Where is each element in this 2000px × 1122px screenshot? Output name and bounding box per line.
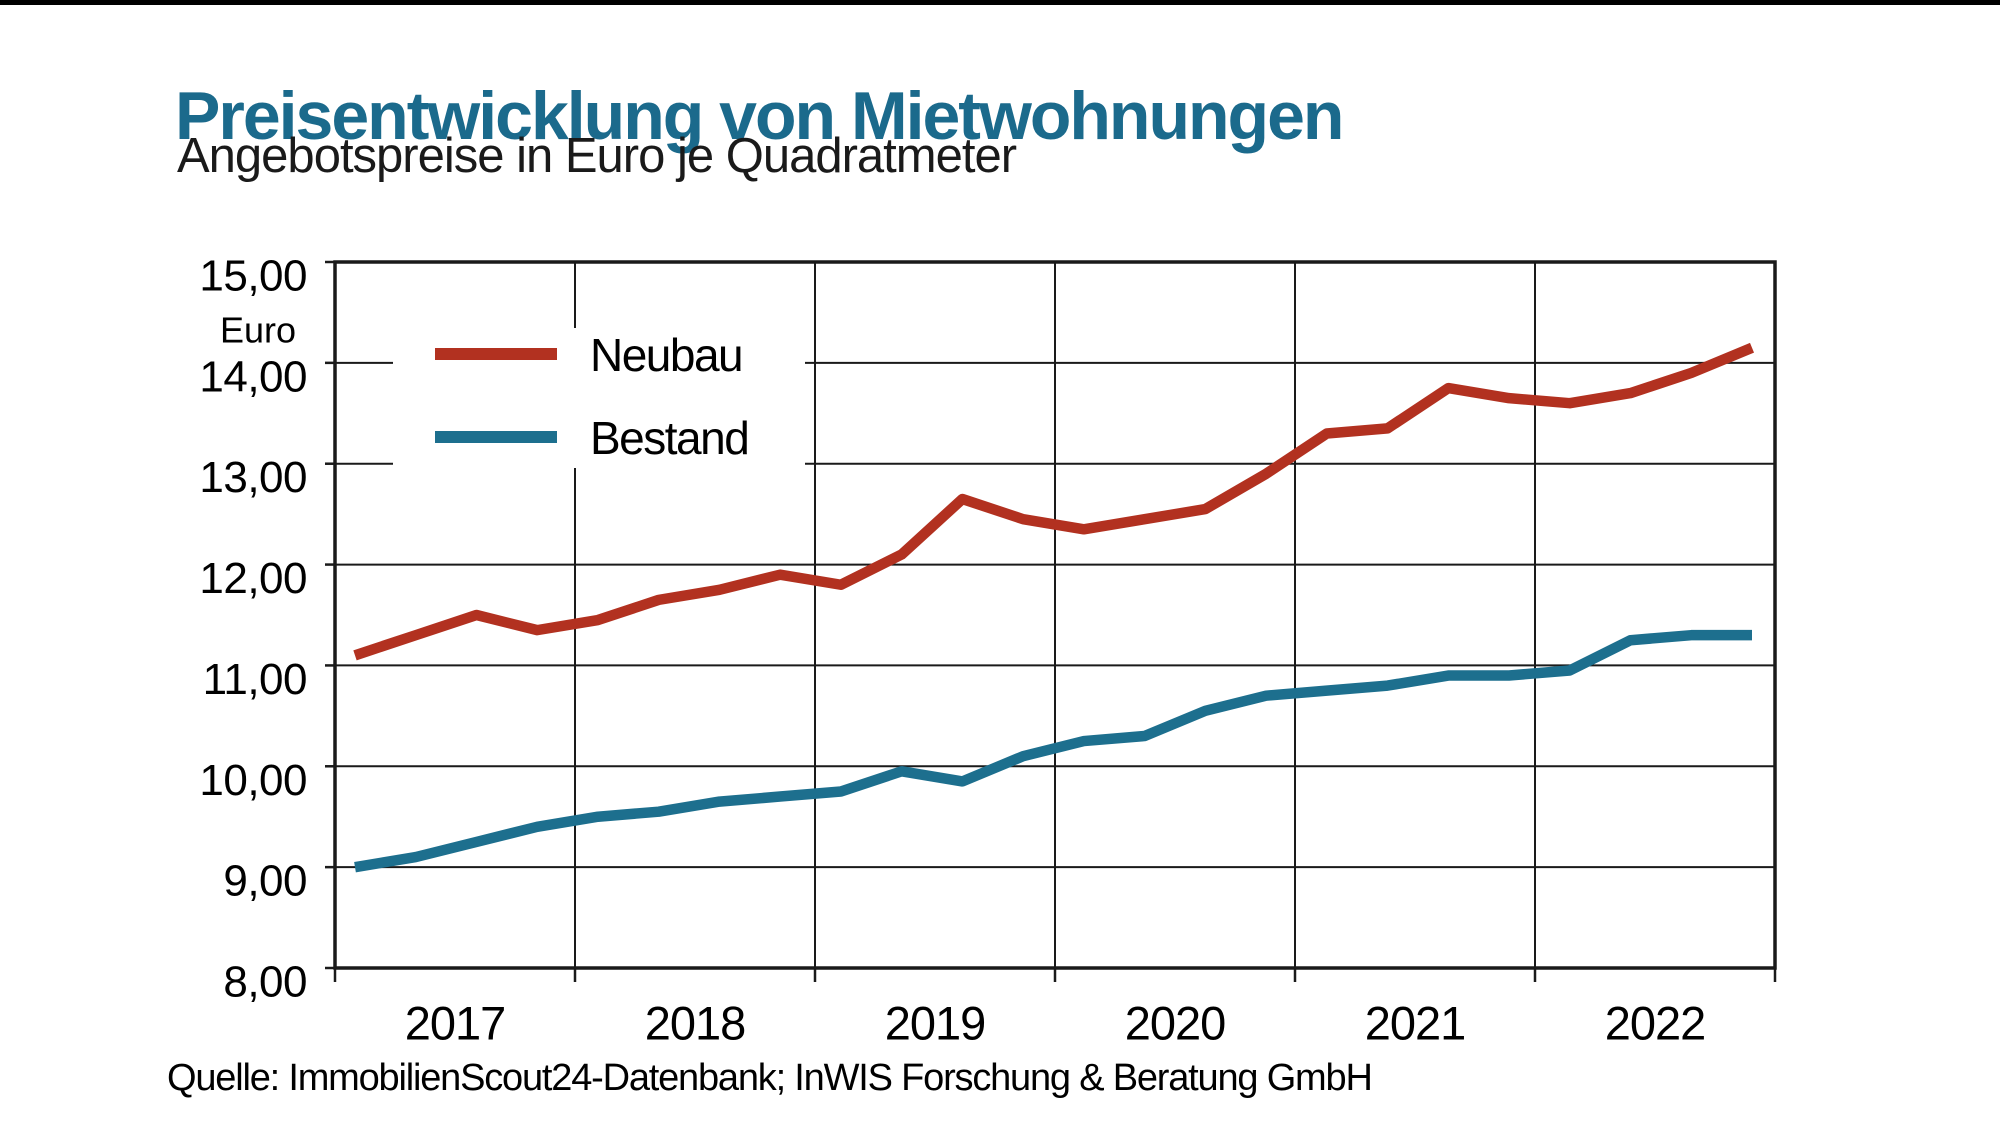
source-note: Quelle: ImmobilienScout24-Datenbank; InW… xyxy=(167,1057,1373,1099)
page-subtitle: Angebotspreise in Euro je Quadratmeter xyxy=(177,129,1017,183)
y-tick-label: 10,00 xyxy=(199,756,307,805)
series-line-neubau xyxy=(353,342,1755,661)
series-line-bestand xyxy=(354,629,1752,873)
x-tick-label: 2020 xyxy=(1125,997,1226,1050)
x-tick-label: 2018 xyxy=(645,997,746,1050)
y-tick-label: 8,00 xyxy=(223,958,307,1007)
legend-label-bestand: Bestand xyxy=(590,412,748,464)
top-rule xyxy=(0,0,2000,5)
x-tick-label: 2022 xyxy=(1605,997,1706,1050)
y-tick-label: 13,00 xyxy=(199,453,307,502)
x-tick-label: 2017 xyxy=(405,997,506,1050)
y-tick-label: 14,00 xyxy=(199,352,307,401)
y-tick-label: 11,00 xyxy=(203,655,307,704)
y-axis-unit-label: Euro xyxy=(220,310,296,351)
page-title: Preisentwicklung von Mietwohnungen xyxy=(175,77,1344,154)
x-tick-label: 2019 xyxy=(885,997,986,1050)
y-tick-label: 15,00 xyxy=(199,252,307,301)
y-tick-label: 12,00 xyxy=(199,554,307,603)
x-tick-label: 2021 xyxy=(1365,997,1466,1050)
plot-border xyxy=(333,260,1777,970)
legend-label-neubau: Neubau xyxy=(590,329,742,381)
y-tick-label: 9,00 xyxy=(223,857,307,906)
